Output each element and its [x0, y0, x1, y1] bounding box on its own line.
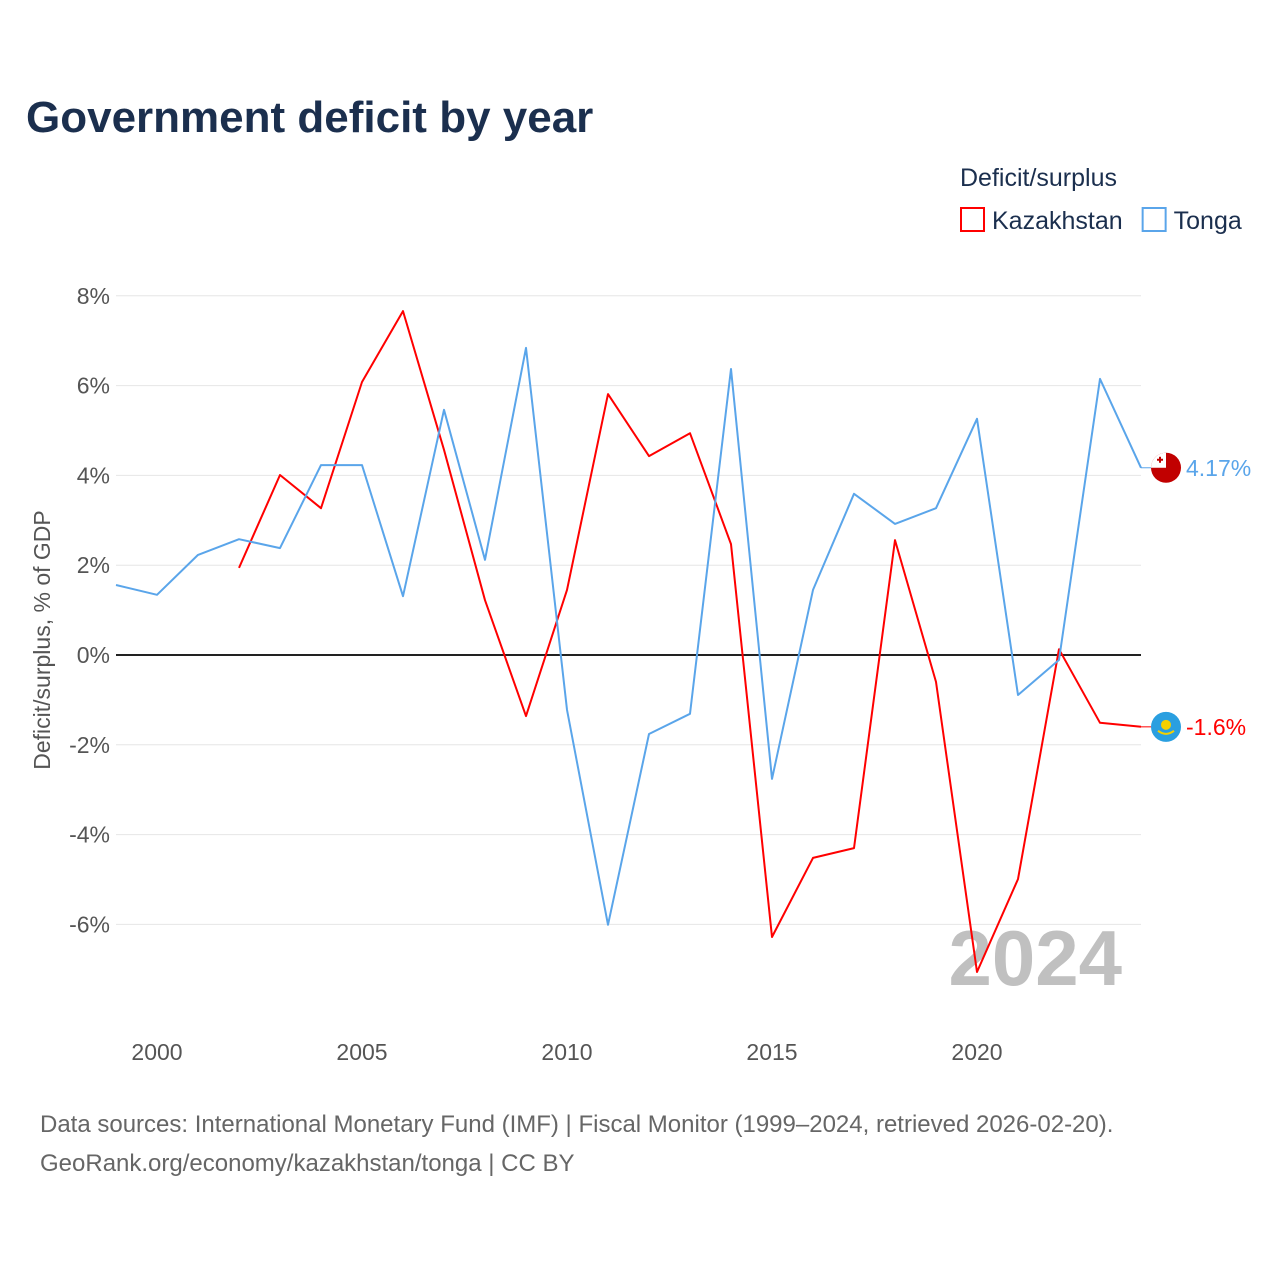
- y-tick-label: -4%: [69, 822, 110, 848]
- legend-swatch: [960, 207, 985, 232]
- y-tick-label: 0%: [77, 642, 110, 668]
- series-lines: [115, 310, 1142, 973]
- x-ticks: 2000 2005 2010 2015 2020: [131, 1039, 1002, 1065]
- source-line-2: GeoRank.org/economy/kazakhstan/tonga | C…: [40, 1150, 575, 1177]
- legend-item-kazakhstan[interactable]: Kazakhstan: [992, 207, 1123, 235]
- series-line-kazakhstan: [238, 310, 1142, 973]
- x-tick-label: 2005: [336, 1039, 387, 1065]
- end-labels: -1.6% 4.17%: [1141, 452, 1251, 742]
- series-line-tonga: [115, 346, 1142, 926]
- y-tick-label: 8%: [77, 283, 110, 309]
- x-tick-label: 2000: [131, 1039, 182, 1065]
- y-ticks: -6% -4% -2% 0% 2% 4% 6% 8%: [69, 283, 110, 938]
- source-line-1: Data sources: International Monetary Fun…: [40, 1111, 1113, 1138]
- tonga-flag-icon: [1151, 452, 1181, 483]
- legend: Kazakhstan Tonga: [960, 207, 1242, 235]
- y-tick-label: 2%: [77, 552, 110, 578]
- legend-item-tonga[interactable]: Tonga: [1174, 207, 1242, 235]
- kazakhstan-flag-icon: [1151, 711, 1181, 742]
- y-tick-label: 4%: [77, 462, 110, 488]
- y-tick-label: -6%: [69, 911, 110, 937]
- legend-swatch: [1141, 207, 1167, 232]
- chart-title: Government deficit by year: [26, 93, 593, 142]
- y-axis-label: Deficit/surplus, % of GDP: [29, 510, 55, 769]
- x-tick-label: 2010: [541, 1039, 592, 1065]
- grid: [116, 295, 1141, 925]
- x-tick-label: 2020: [951, 1039, 1002, 1065]
- y-tick-label: 6%: [77, 373, 110, 399]
- y-tick-label: -2%: [69, 732, 110, 758]
- end-label-kazakhstan: -1.6%: [1186, 714, 1246, 740]
- x-tick-label: 2015: [746, 1039, 797, 1065]
- legend-title: Deficit/surplus: [960, 164, 1117, 192]
- year-watermark: 2024: [948, 914, 1122, 1002]
- end-label-tonga: 4.17%: [1186, 455, 1251, 481]
